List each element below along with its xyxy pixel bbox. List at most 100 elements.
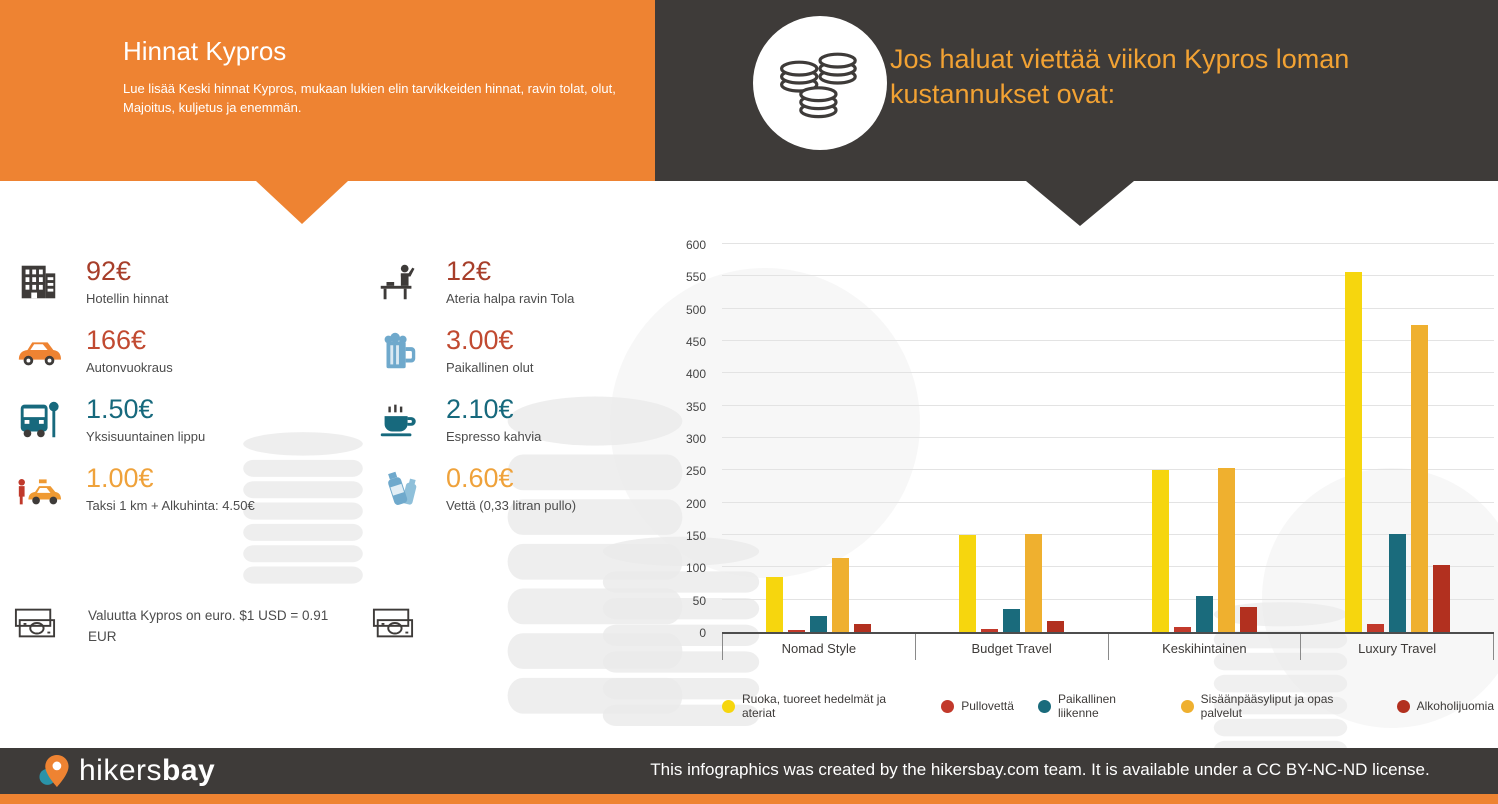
- y-tick-label: 200: [685, 496, 706, 511]
- gridline: [722, 275, 1494, 277]
- price-item: 1.50€ Yksisuuntainen lippu: [12, 392, 364, 447]
- price-list-left: 92€ Hotellin hinnat 166€ Autonvuokraus 1.50€…: [12, 254, 364, 530]
- price-label: Yksisuuntainen lippu: [86, 428, 206, 444]
- logo-text-light: hikers: [79, 754, 163, 787]
- price-text: 166€ Autonvuokraus: [86, 325, 173, 375]
- legend-item: Alkoholijuomia: [1396, 699, 1494, 713]
- hotel-icon: [12, 257, 64, 307]
- price-text: 1.50€ Yksisuuntainen lippu: [86, 395, 206, 444]
- category-label: Keskihintainen: [1107, 634, 1301, 660]
- cost-chart: 0 50 100 150 200 250 300 350 400 450 500 550 600 Nom…: [686, 238, 1494, 720]
- bar: [1003, 609, 1020, 632]
- price-value: 3.00€: [446, 325, 514, 356]
- price-text: 1.00€ Taksi 1 km + Alkuhinta: 4.50€: [86, 463, 255, 513]
- gridline: [722, 501, 1494, 503]
- gridline: [722, 598, 1494, 600]
- price-value: 166€: [86, 325, 147, 356]
- pin-icon: [38, 753, 79, 789]
- bar: [1411, 324, 1428, 632]
- price-text: 2.10€ Espresso kahvia: [446, 394, 541, 444]
- price-value: 1.00€: [86, 463, 154, 494]
- price-text: 12€ Ateria halpa ravin Tola: [446, 257, 574, 306]
- price-value: 0.60€: [446, 463, 514, 494]
- legend-item: Pullovettä: [941, 699, 1014, 713]
- price-item: 2.10€ Espresso kahvia: [372, 392, 712, 447]
- chart-y-axis: 0 50 100 150 200 250 300 350 400 450 500 550 600: [662, 238, 714, 640]
- price-item: 12€ Ateria halpa ravin Tola: [372, 254, 712, 309]
- legend-item: Ruoka, tuoreet hedelmät ja ateriat: [722, 692, 917, 720]
- bar: [832, 557, 849, 632]
- water-icon: [372, 464, 424, 514]
- bar: [1196, 596, 1213, 632]
- beer-icon: [372, 326, 424, 376]
- category-label: Budget Travel: [914, 634, 1108, 660]
- legend-dot: [941, 699, 955, 713]
- y-tick-label: 450: [685, 335, 706, 349]
- gridline: [722, 372, 1494, 374]
- price-item: 1.00€ Taksi 1 km + Alkuhinta: 4.50€: [12, 461, 364, 516]
- restaurant-icon: [372, 257, 424, 307]
- coins-watermark: [500, 392, 690, 727]
- price-label: Vettä (0,33 litran pullo): [446, 497, 577, 513]
- legend-label: Ruoka, tuoreet hedelmät ja ateriat: [742, 692, 887, 720]
- legend-dot: [1180, 699, 1194, 713]
- logo-text-bold: bay: [162, 754, 216, 787]
- bar: [959, 535, 976, 632]
- orange-arrow-down: [256, 181, 348, 224]
- y-tick-label: 550: [685, 270, 706, 285]
- page-title: Hinnat Kypros: [123, 36, 287, 66]
- bar: [1152, 470, 1169, 632]
- header-right-panel: Jos haluat viettää viikon Kypros loman k…: [655, 0, 1498, 181]
- gridline: [722, 566, 1494, 568]
- y-tick-label: 600: [685, 238, 706, 252]
- footer-accent-strip: [0, 794, 1498, 804]
- bar: [1025, 533, 1042, 632]
- gridline: [722, 469, 1494, 471]
- money-icon: [12, 602, 58, 644]
- legend-dot: [1037, 699, 1051, 713]
- chart-plot: 0 50 100 150 200 250 300 350 400 450 500 550 600: [686, 238, 1494, 640]
- footer-bar: hikers bay This infographics was created …: [0, 748, 1498, 794]
- price-item: 166€ Autonvuokraus: [12, 323, 364, 378]
- legend-dot: [1396, 699, 1410, 713]
- bar: [1367, 623, 1384, 632]
- coins-icon: [753, 16, 887, 150]
- legend-label: Paikallinen liikenne: [1057, 692, 1116, 720]
- price-value: 92€: [86, 256, 132, 287]
- price-value: 2.10€: [446, 394, 514, 425]
- legend-item: Sisäänpääsyliput ja opas palvelut: [1180, 692, 1373, 720]
- legend-label: Sisäänpääsyliput ja opas palvelut: [1200, 692, 1334, 720]
- price-label: Autonvuokraus: [86, 359, 173, 375]
- bar: [810, 615, 827, 632]
- coins-watermark: [238, 430, 368, 590]
- gridline: [722, 340, 1494, 341]
- category-label: Nomad Style: [722, 634, 915, 660]
- y-tick-label: 400: [685, 367, 706, 382]
- money-icon: [370, 602, 416, 644]
- price-label: Taksi 1 km + Alkuhinta: 4.50€: [86, 497, 255, 513]
- price-text: 3.00€ Paikallinen olut: [446, 325, 533, 375]
- legend-label: Pullovettä: [961, 699, 1014, 713]
- y-tick-label: 150: [685, 529, 706, 543]
- taxi-icon: [12, 464, 64, 514]
- legend-dot: [722, 699, 735, 713]
- price-text: 0.60€ Vettä (0,33 litran pullo): [446, 463, 577, 513]
- gridline: [722, 437, 1494, 438]
- bar: [1389, 533, 1406, 632]
- bar-group: [1108, 244, 1301, 632]
- legend-item: Paikallinen liikenne: [1037, 692, 1157, 720]
- y-tick-label: 300: [685, 432, 706, 446]
- bar-group: [1301, 244, 1494, 632]
- bar: [981, 628, 998, 632]
- price-label: Hotellin hinnat: [86, 290, 169, 306]
- y-tick-label: 250: [685, 464, 706, 479]
- bar: [1345, 271, 1362, 632]
- gridline: [722, 404, 1494, 406]
- price-item: 3.00€ Paikallinen olut: [372, 323, 712, 378]
- logo: hikers bay: [38, 753, 215, 789]
- price-item: 0.60€ Vettä (0,33 litran pullo): [372, 461, 712, 516]
- headline: Jos haluat viettää viikon Kypros loman k…: [890, 44, 1350, 110]
- bar: [854, 624, 871, 632]
- bar: [788, 630, 805, 632]
